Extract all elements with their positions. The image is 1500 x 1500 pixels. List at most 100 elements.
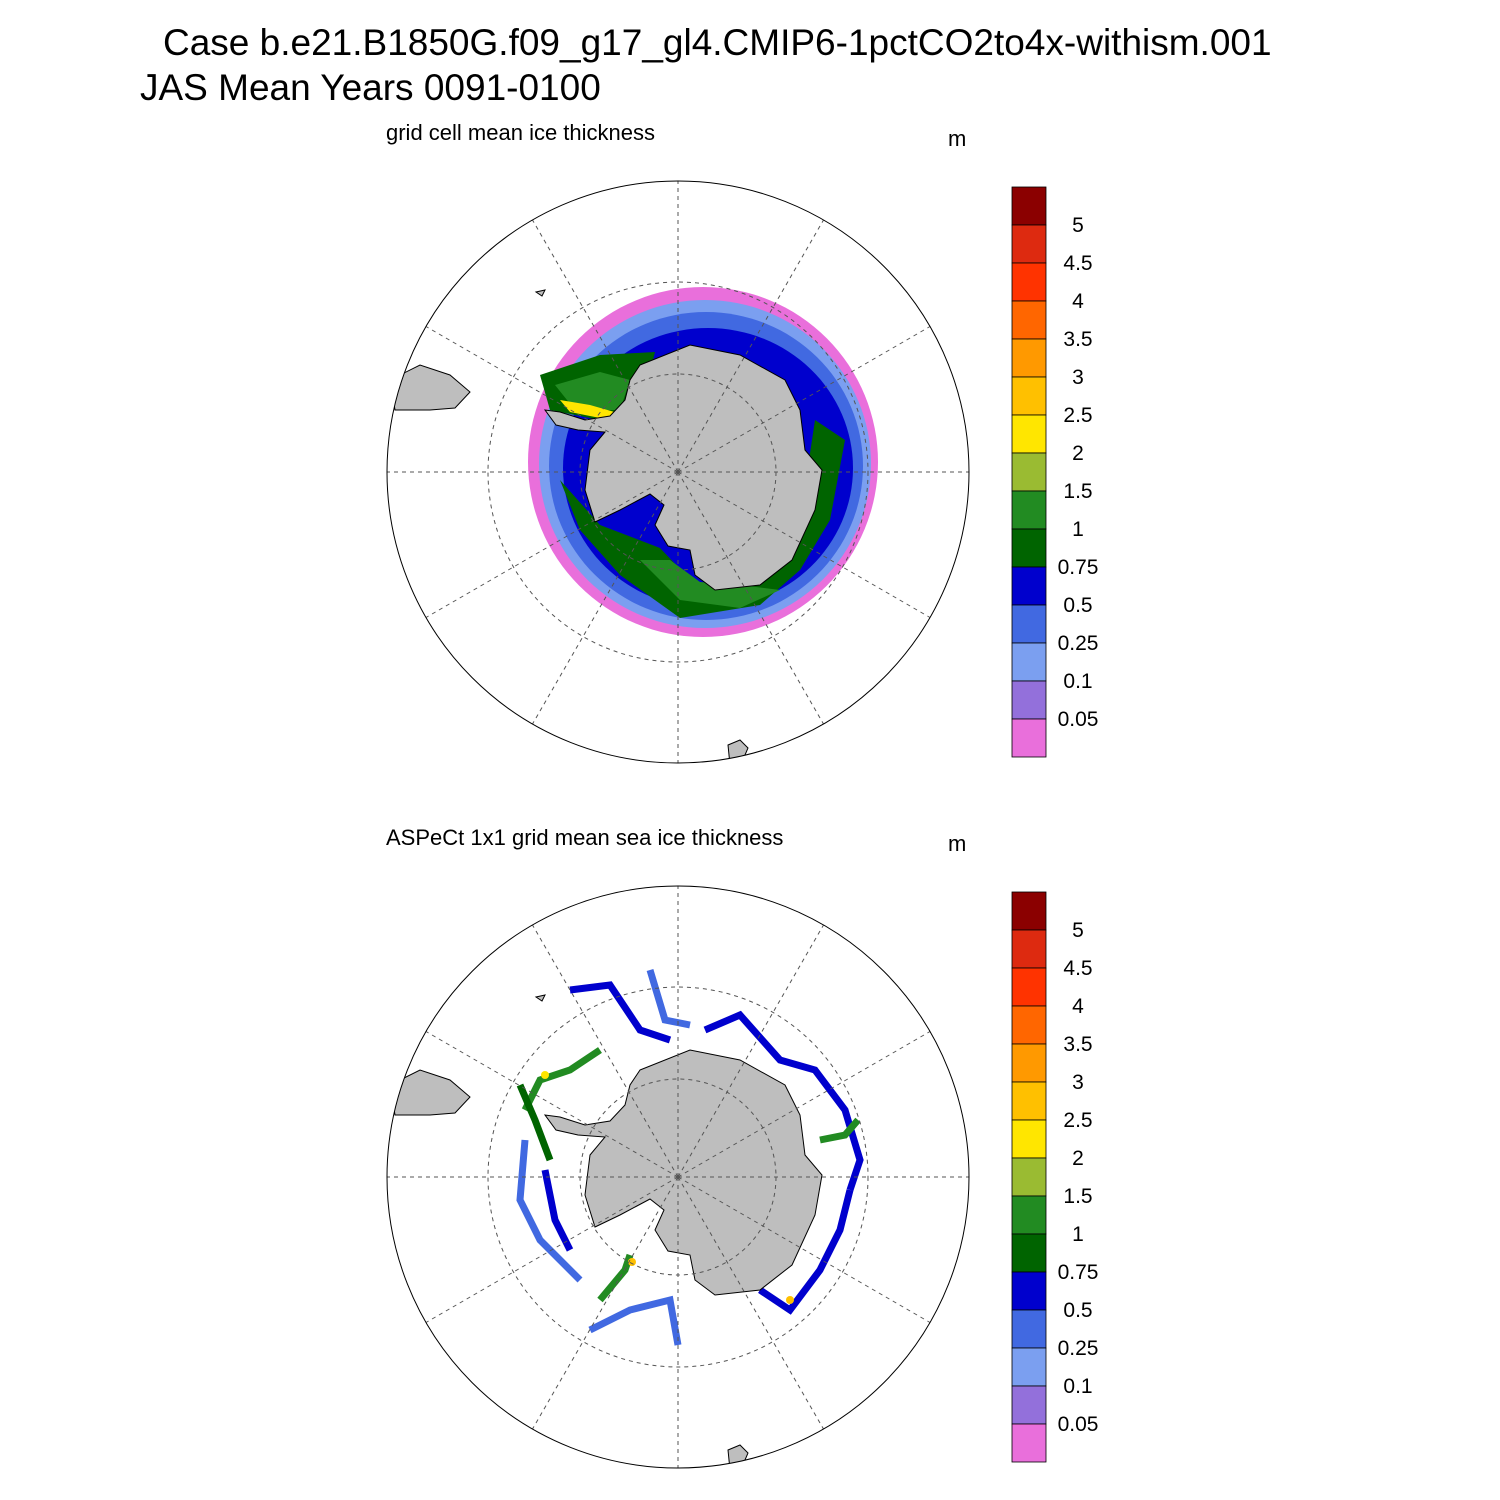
- colorbar-label: 5: [1072, 919, 1084, 942]
- colorbar-box: [1011, 1423, 1047, 1463]
- colorbar-box: [1011, 1157, 1047, 1197]
- colorbar-label: 1: [1072, 1223, 1084, 1246]
- ship-track: [516, 1083, 554, 1162]
- colorbar-label: 4.5: [1063, 252, 1092, 275]
- meridian: [677, 1176, 931, 1323]
- colorbar-label: 3: [1072, 366, 1084, 389]
- colorbar-box: [1011, 929, 1047, 969]
- meridian: [425, 1031, 679, 1178]
- meridian: [532, 924, 679, 1178]
- colorbar-label: 0.1: [1063, 1375, 1092, 1398]
- track-dot: [541, 1071, 549, 1079]
- south-america: [389, 1069, 471, 1116]
- ship-track: [521, 1047, 602, 1112]
- colorbar-label: 2: [1072, 1147, 1084, 1170]
- colorbar-box: [1011, 1233, 1047, 1273]
- colorbar-label: 3.5: [1063, 1033, 1092, 1056]
- island: [534, 994, 546, 1002]
- colorbar-label: 0.75: [1058, 1261, 1099, 1284]
- ship-track: [516, 1139, 583, 1283]
- map-border: [386, 885, 970, 1469]
- ship-track: [569, 981, 672, 1044]
- colorbar-label: 0.25: [1058, 1337, 1099, 1360]
- meridian: [677, 326, 931, 473]
- south-america: [389, 364, 471, 411]
- colorbar-box: [1011, 680, 1047, 720]
- track-dot: [786, 1296, 794, 1304]
- colorbar-label: 2: [1072, 442, 1084, 465]
- ship-track: [541, 1169, 574, 1252]
- track-dot: [628, 1258, 636, 1266]
- colorbar-box: [1011, 967, 1047, 1007]
- map: [389, 287, 878, 763]
- colorbar-box: [1011, 1195, 1047, 1235]
- meridian: [677, 924, 824, 1178]
- colorbar-box: [1011, 1005, 1047, 1045]
- colorbar-box: [1011, 604, 1047, 644]
- colorbar-label: 1.5: [1063, 1185, 1092, 1208]
- colorbar-label: 4: [1072, 290, 1084, 313]
- colorbar-label: 1: [1072, 518, 1084, 541]
- colorbar-box: [1011, 224, 1047, 264]
- africa-tip: [727, 739, 749, 763]
- meridian: [532, 471, 679, 725]
- meridian: [425, 1176, 679, 1323]
- colorbar-label: 3: [1072, 1071, 1084, 1094]
- ship-track: [758, 1189, 854, 1315]
- colorbar-label: 3.5: [1063, 328, 1092, 351]
- colorbar-label: 0.05: [1058, 708, 1099, 731]
- meridian: [532, 219, 679, 473]
- map: [389, 968, 864, 1468]
- colorbar-box: [1011, 1347, 1047, 1387]
- colorbar-label: 0.5: [1063, 1299, 1092, 1322]
- colorbar-label: 0.5: [1063, 594, 1092, 617]
- colorbar-label: 4.5: [1063, 957, 1092, 980]
- units-label: m: [948, 831, 966, 856]
- antarctica: [543, 344, 823, 591]
- colorbar-box: [1011, 300, 1047, 340]
- map-border: [386, 180, 970, 764]
- island: [534, 289, 546, 297]
- ice-yellow: [560, 400, 625, 420]
- colorbar-box: [1011, 1081, 1047, 1121]
- panel-title: grid cell mean ice thickness: [386, 120, 655, 145]
- colorbar-box: [1011, 490, 1047, 530]
- colorbar-box: [1011, 262, 1047, 302]
- meridian: [677, 1031, 931, 1178]
- colorbar-box: [1011, 186, 1047, 226]
- units-label: m: [948, 126, 966, 151]
- meridian: [425, 326, 679, 473]
- colorbar-label: 0.25: [1058, 632, 1099, 655]
- colorbar-label: 5: [1072, 214, 1084, 237]
- meridian: [677, 219, 824, 473]
- colorbar-box: [1011, 1309, 1047, 1349]
- map-panel: ASPeCt 1x1 grid mean sea ice thickness m 5…: [386, 825, 1099, 1469]
- antarctica: [543, 1049, 823, 1296]
- ship-track: [646, 968, 691, 1029]
- meridian: [425, 471, 679, 618]
- colorbar-label: 2.5: [1063, 1109, 1092, 1132]
- colorbar-label: 0.1: [1063, 670, 1092, 693]
- meridian: [677, 1176, 824, 1430]
- colorbar-box: [1011, 376, 1047, 416]
- map-panel: grid cell mean ice thickness m 5 4.5 4 3.5 3 2.…: [386, 120, 1099, 764]
- colorbar-box: [1011, 1119, 1047, 1159]
- latitude-circle: [487, 986, 869, 1368]
- colorbar-box: [1011, 891, 1047, 931]
- colorbar-box: [1011, 642, 1047, 682]
- meridian: [532, 1176, 679, 1430]
- meridian: [677, 471, 931, 618]
- colorbar-box: [1011, 1271, 1047, 1311]
- ship-track: [597, 1253, 634, 1303]
- colorbar-box: [1011, 566, 1047, 606]
- colorbar-label: 4: [1072, 995, 1084, 1018]
- colorbar-label: 0.75: [1058, 556, 1099, 579]
- panel-title: ASPeCt 1x1 grid mean sea ice thickness: [386, 825, 783, 850]
- colorbar-box: [1011, 718, 1047, 758]
- ship-track: [703, 1010, 864, 1192]
- colorbar-box: [1011, 1043, 1047, 1083]
- colorbar-box: [1011, 452, 1047, 492]
- latitude-circle: [487, 281, 869, 663]
- colorbar-label: 1.5: [1063, 480, 1092, 503]
- ship-track: [819, 1117, 861, 1144]
